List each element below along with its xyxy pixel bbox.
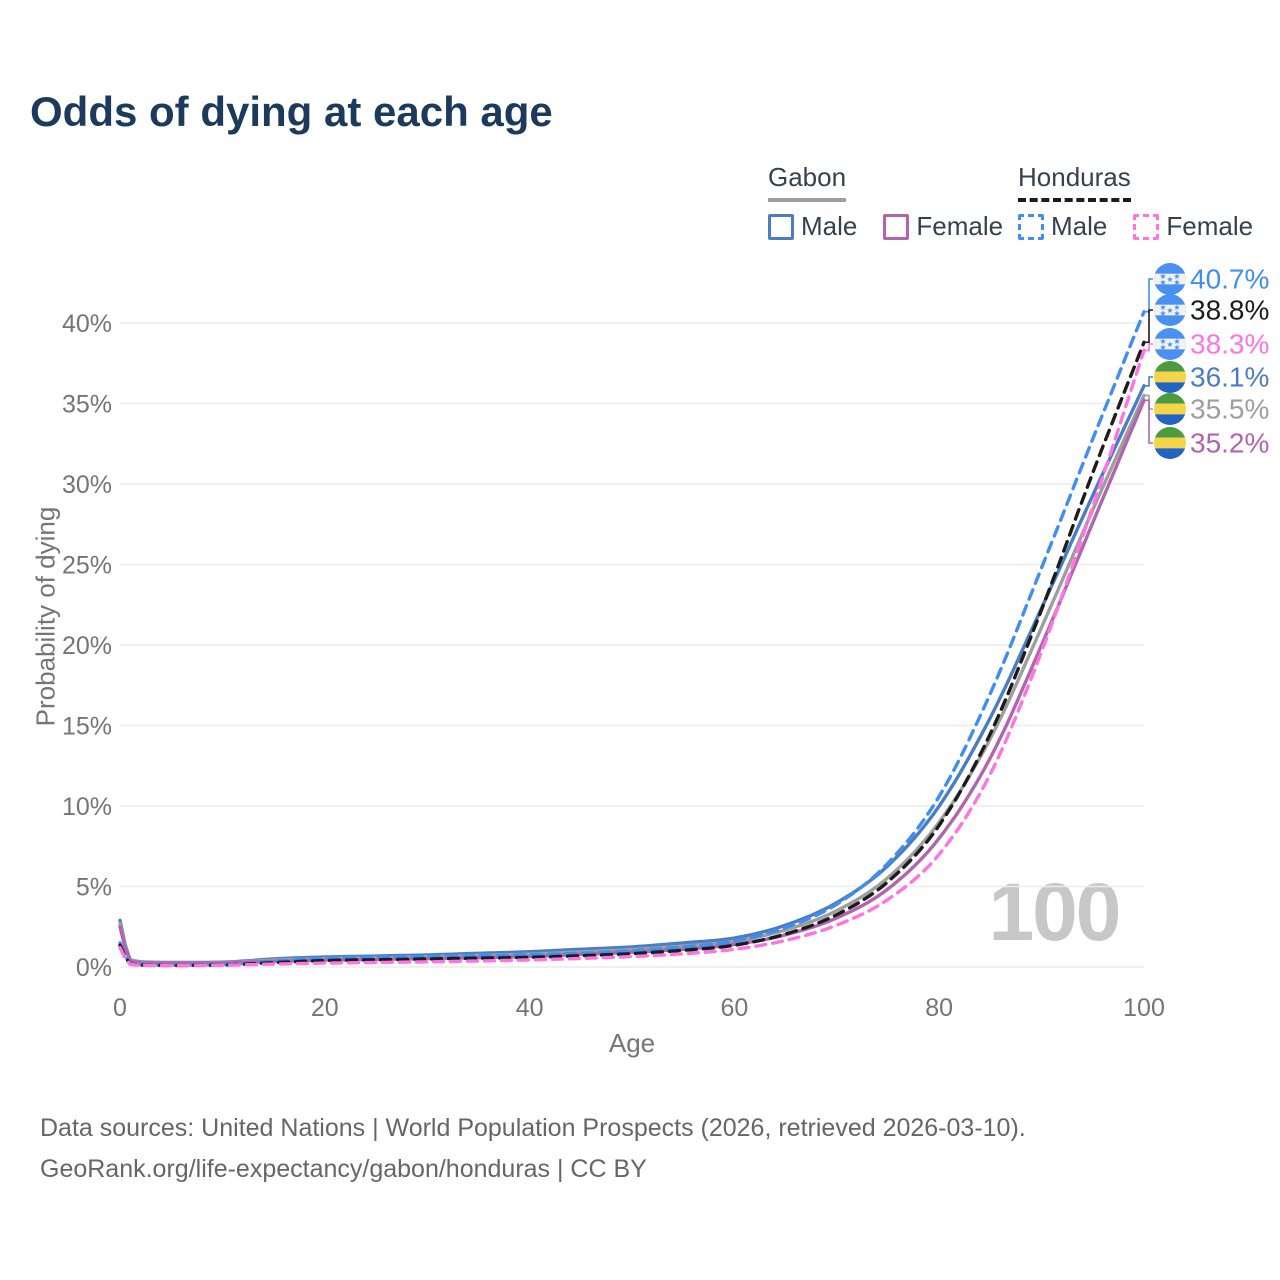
end-value-label-honduras-both-sexes[interactable]: 38.8% — [1190, 295, 1269, 326]
source-footer: Data sources: United Nations | World Pop… — [40, 1108, 1026, 1190]
x-tick-label: 40 — [516, 994, 544, 1022]
honduras-flag-icon: ★ ★★★ ★ — [1154, 294, 1186, 326]
gabon-flag-icon — [1154, 427, 1186, 459]
svg-text:★: ★ — [1173, 278, 1180, 287]
end-value-label-honduras-female[interactable]: 38.3% — [1190, 329, 1269, 360]
legend-group-honduras: Honduras Male Female — [1018, 162, 1253, 242]
svg-text:★: ★ — [1159, 278, 1166, 287]
legend-country-gabon[interactable]: Gabon — [768, 162, 847, 202]
svg-text:★: ★ — [1159, 337, 1166, 346]
series-line-gabon-both-sexes[interactable] — [118, 393, 1146, 965]
x-tick-label: 0 — [113, 994, 127, 1022]
legend-label-honduras-male: Male — [1051, 211, 1108, 241]
end-label-connector — [1144, 278, 1153, 313]
gabon-male-swatch-icon — [768, 213, 794, 240]
end-value-label-gabon-male[interactable]: 36.1% — [1190, 362, 1269, 393]
gabon-flag-icon — [1154, 393, 1186, 425]
end-value-label-honduras-male[interactable]: 40.7% — [1190, 264, 1269, 295]
svg-text:★: ★ — [1173, 343, 1180, 352]
svg-text:★: ★ — [1159, 343, 1166, 352]
legend-item-gabon-male[interactable]: Male — [768, 211, 857, 242]
svg-text:★: ★ — [1159, 272, 1166, 281]
y-tick-label: 40% — [62, 310, 112, 338]
series-line-gabon-female[interactable] — [118, 398, 1146, 965]
legend-country-honduras[interactable]: Honduras — [1018, 162, 1131, 202]
series-line-gabon-male[interactable] — [118, 384, 1146, 965]
end-label-connector — [1144, 376, 1153, 387]
end-label-connector — [1144, 343, 1153, 352]
legend-item-honduras-male[interactable]: Male — [1018, 211, 1107, 242]
chart-title: Odds of dying at each age — [30, 88, 553, 135]
legend-label-honduras-female: Female — [1166, 211, 1254, 241]
end-label-connector — [1144, 399, 1153, 444]
svg-text:★: ★ — [1166, 340, 1173, 349]
y-tick-label: 25% — [62, 552, 112, 580]
x-tick-label: 100 — [1123, 994, 1165, 1022]
legend-label-gabon-male: Male — [801, 211, 858, 241]
svg-text:★: ★ — [1173, 303, 1180, 312]
honduras-female-swatch-icon — [1133, 213, 1160, 240]
honduras-flag-icon: ★ ★★★ ★ — [1154, 328, 1186, 360]
y-tick-label: 10% — [62, 793, 112, 821]
end-value-label-gabon-both-sexes[interactable]: 35.5% — [1190, 394, 1269, 425]
y-tick-label: 15% — [62, 713, 112, 741]
gabon-flag-icon — [1154, 361, 1186, 393]
x-tick-label: 80 — [925, 994, 953, 1022]
y-tick-label: 35% — [62, 391, 112, 419]
legend-label-gabon-female: Female — [916, 211, 1004, 241]
gabon-female-swatch-icon — [883, 213, 910, 240]
series-line-honduras-male[interactable] — [118, 310, 1146, 967]
legend-group-gabon: Gabon Male Female — [768, 162, 1003, 242]
svg-text:★: ★ — [1173, 337, 1180, 346]
svg-text:★: ★ — [1159, 303, 1166, 312]
end-value-label-gabon-female[interactable]: 35.2% — [1190, 428, 1269, 459]
svg-text:★: ★ — [1159, 309, 1166, 318]
x-axis-title: Age — [608, 1028, 656, 1058]
svg-text:★: ★ — [1166, 306, 1173, 315]
end-label-connector — [1144, 309, 1153, 344]
series-line-honduras-both-sexes[interactable] — [118, 340, 1146, 968]
series-line-honduras-female[interactable] — [118, 348, 1146, 968]
legend-item-gabon-female[interactable]: Female — [883, 211, 1003, 242]
y-tick-label: 5% — [76, 874, 112, 902]
y-tick-label: 30% — [62, 471, 112, 499]
y-tick-label: 20% — [62, 632, 112, 660]
svg-text:★: ★ — [1173, 309, 1180, 318]
legend-item-honduras-female[interactable]: Female — [1133, 211, 1253, 242]
x-tick-label: 60 — [720, 994, 748, 1022]
y-tick-label: 0% — [76, 954, 112, 982]
svg-text:★: ★ — [1173, 272, 1180, 281]
honduras-flag-icon: ★ ★★★ ★ — [1154, 263, 1186, 295]
data-sources-line: Data sources: United Nations | World Pop… — [40, 1114, 1026, 1142]
svg-text:★: ★ — [1166, 275, 1173, 284]
honduras-male-swatch-icon — [1018, 213, 1044, 240]
attribution-line[interactable]: GeoRank.org/life-expectancy/gabon/hondur… — [40, 1155, 647, 1183]
x-tick-label: 20 — [311, 994, 339, 1022]
age-hover-watermark: 100 — [988, 867, 1122, 958]
